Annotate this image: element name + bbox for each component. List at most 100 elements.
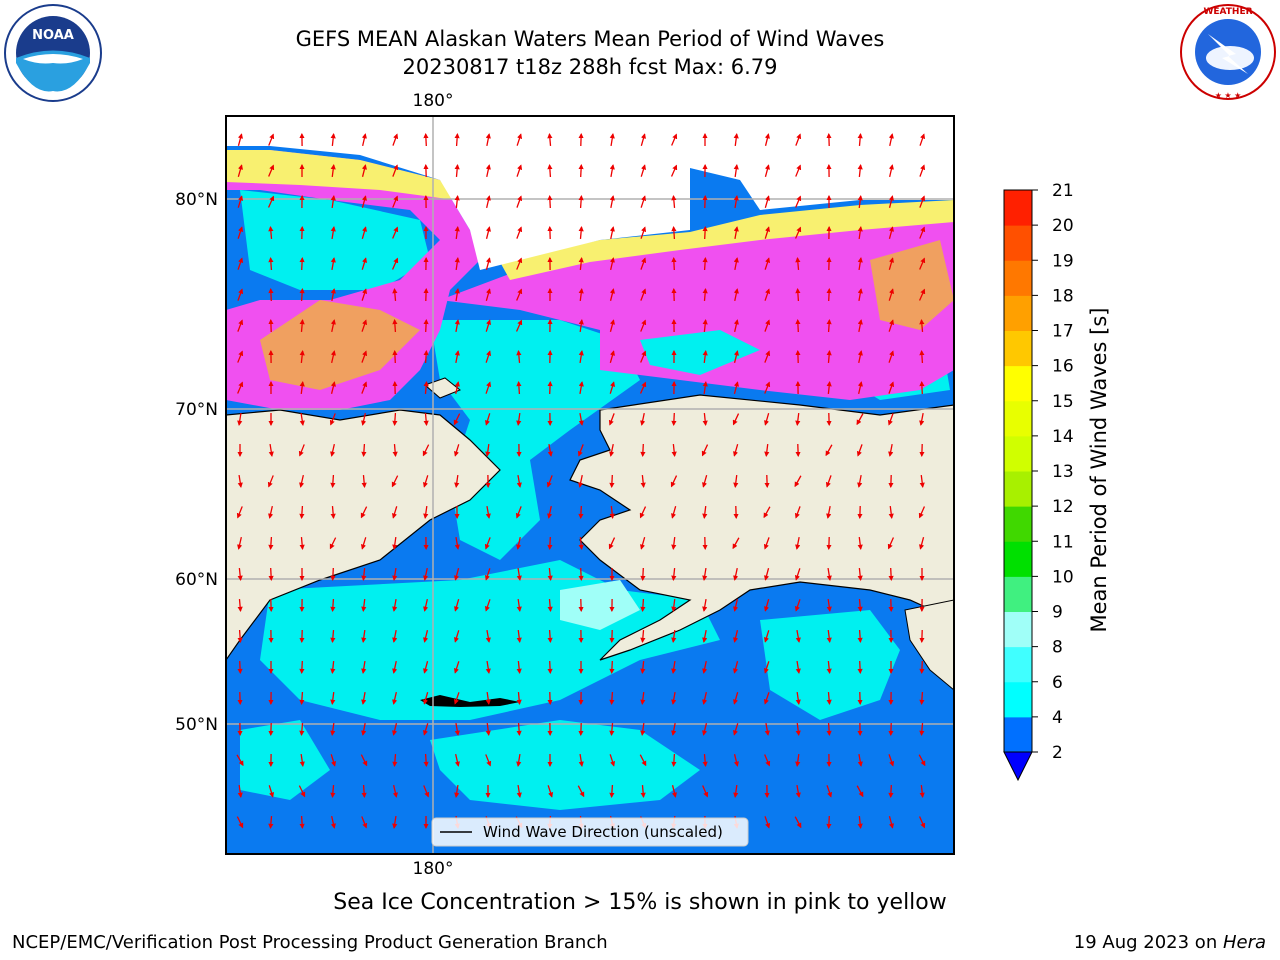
wave-direction-arrow [733,381,739,394]
wave-direction-arrow [515,319,523,332]
national-weather-service-logo: WEATHER ★ ★ ★ [1180,4,1276,100]
wave-direction-arrow [733,784,739,798]
colorbar-segment [1004,435,1032,472]
wave-direction-arrow [763,661,770,674]
wave-direction-arrow [546,475,553,488]
colorbar-tick-label: 14 [1052,427,1074,447]
footer-machine: Hera [1222,932,1266,953]
svg-text:WEATHER: WEATHER [1203,7,1252,17]
wave-direction-arrow [857,598,863,613]
wave-direction-arrow [794,226,802,239]
wave-direction-arrow [763,692,770,705]
wave-direction-arrow [733,630,739,643]
wave-direction-arrow [423,785,430,798]
wave-direction-arrow [609,133,615,147]
wave-direction-arrow [640,412,646,426]
wave-direction-arrow [609,257,615,270]
colorbar-tick-label: 21 [1052,181,1074,201]
wave-direction-arrow [733,133,739,147]
wave-direction-arrow [764,754,771,767]
wave-direction-arrow [299,815,305,830]
wave-direction-arrow [453,599,460,612]
wave-direction-arrow [298,444,305,457]
wave-direction-arrow [733,226,739,240]
wave-direction-arrow [485,660,491,674]
wave-direction-arrow [361,629,367,643]
wave-direction-arrow [516,257,523,270]
lat-label-50: 50°N [175,715,218,735]
colorbar-segment [1004,330,1032,367]
noaa-logo: NOAA [4,4,102,102]
wave-direction-arrow [639,537,646,550]
wave-direction-arrow [701,444,709,457]
wave-direction-arrow [361,660,367,674]
wave-direction-arrow [671,785,677,798]
wave-direction-arrow [330,505,336,520]
wave-direction-arrow [578,505,584,520]
wave-direction-arrow [826,349,832,364]
wave-direction-arrow [516,722,522,737]
wave-direction-arrow [702,505,708,519]
wave-direction-arrow [578,256,584,271]
wave-direction-arrow [299,691,305,706]
wave-direction-arrow [454,132,460,147]
wave-direction-arrow [670,506,677,519]
wave-direction-arrow [299,381,305,395]
wave-direction-arrow [361,567,367,582]
wave-direction-arrow [609,164,615,178]
wave-direction-arrow [485,350,492,363]
wave-direction-arrow [919,537,925,550]
wave-direction-arrow [639,506,647,519]
wave-direction-arrow [485,288,492,301]
wave-direction-arrow [671,722,677,736]
wave-direction-arrow [485,381,492,394]
wave-direction-arrow [702,753,708,768]
wave-direction-arrow [547,132,553,147]
wave-direction-arrow [795,784,801,798]
wave-direction-arrow [577,785,585,798]
wave-direction-arrow [919,164,926,177]
wave-direction-arrow [733,599,739,612]
wave-direction-arrow [609,691,615,706]
wave-direction-arrow [671,443,677,458]
wave-direction-arrow [423,630,429,643]
wave-direction-arrow [330,784,336,799]
colorbar-tick-label: 6 [1052,673,1063,693]
wave-direction-arrow [547,598,553,613]
wave-direction-arrow [299,318,305,333]
wave-direction-arrow [764,133,770,146]
wave-direction-arrow [237,567,243,582]
wave-direction-arrow [453,630,460,643]
wave-direction-arrow [763,630,770,643]
wave-direction-arrow [330,754,337,767]
wave-direction-arrow [268,567,274,582]
wave-direction-arrow [454,194,460,209]
wave-direction-arrow [857,536,863,550]
wave-direction-arrow [763,537,770,550]
wave-direction-arrow [826,785,833,798]
colorbar-tick-label: 8 [1052,638,1063,658]
wave-direction-arrow [577,444,584,457]
wave-direction-arrow [888,567,894,582]
wave-direction-arrow [392,598,398,612]
wave-direction-arrow [794,816,802,829]
wave-direction-arrow [330,319,336,333]
wave-direction-arrow [826,691,832,706]
wave-direction-arrow [578,319,584,333]
wave-direction-arrow [857,226,863,240]
wave-direction-arrow [763,413,770,426]
wave-direction-arrow [702,723,708,736]
wave-direction-arrow [826,567,832,581]
wave-direction-arrow [330,195,336,209]
ocean-mid-period-pacific [430,720,700,810]
colorbar-tick-label: 17 [1052,322,1074,342]
wave-direction-arrow [919,412,925,426]
wave-direction-arrow [640,474,646,489]
wave-direction-arrow [888,350,895,363]
wave-direction-arrow [516,474,522,488]
wave-direction-arrow [795,412,801,426]
wave-direction-arrow [361,164,367,177]
colorbar-segment [1004,541,1032,577]
lat-label-70: 70°N [175,400,218,420]
wave-direction-arrow [330,288,336,302]
